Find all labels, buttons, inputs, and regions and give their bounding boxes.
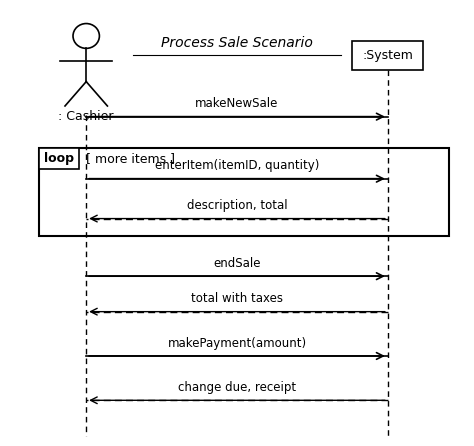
Text: total with taxes: total with taxes xyxy=(191,293,283,306)
Text: loop: loop xyxy=(44,152,74,165)
Text: : Cashier: : Cashier xyxy=(58,111,114,124)
Bar xyxy=(39,148,79,169)
Text: change due, receipt: change due, receipt xyxy=(178,381,296,394)
Text: enterItem(itemID, quantity): enterItem(itemID, quantity) xyxy=(155,160,319,173)
Text: makeNewSale: makeNewSale xyxy=(195,97,279,111)
Circle shape xyxy=(73,24,100,48)
Text: makePayment(amount): makePayment(amount) xyxy=(167,337,307,350)
Text: :System: :System xyxy=(362,49,413,62)
Text: Process Sale Scenario: Process Sale Scenario xyxy=(161,37,313,50)
Text: description, total: description, total xyxy=(187,199,287,212)
Text: endSale: endSale xyxy=(213,257,261,270)
Bar xyxy=(39,148,449,236)
Bar xyxy=(353,41,423,70)
Text: [ more items ]: [ more items ] xyxy=(86,152,175,165)
